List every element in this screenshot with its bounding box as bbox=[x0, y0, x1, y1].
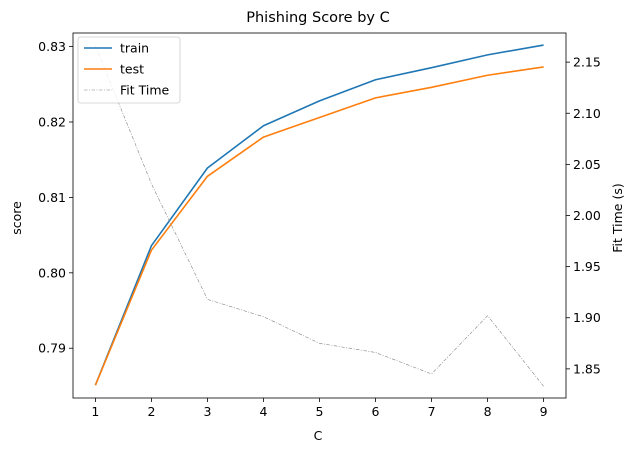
series-line-test bbox=[94, 66, 544, 386]
plot-area: 1 2 3 4 5 6 7 8 9 0.79 0.80 0.81 0.82 0.83 1.85 1.90 1.9… bbox=[38, 32, 601, 419]
x-tick-label: 7 bbox=[428, 404, 436, 419]
x-tick-label: 2 bbox=[147, 404, 155, 419]
y2-tick-label: 2.15 bbox=[573, 55, 601, 70]
y2-tick-label: 1.95 bbox=[573, 259, 601, 274]
x-tick-label: 4 bbox=[260, 404, 268, 419]
legend: train test Fit Time bbox=[77, 36, 181, 104]
x-tick-label: 1 bbox=[91, 404, 99, 419]
x-tick-label: 5 bbox=[316, 404, 324, 419]
y2-tick-label: 2.05 bbox=[573, 157, 601, 172]
chart-title: Phishing Score by C bbox=[246, 10, 389, 26]
series-line-train bbox=[94, 44, 544, 386]
y-tick-label: 0.79 bbox=[38, 341, 66, 356]
x-axis-label: C bbox=[314, 428, 323, 443]
y2-tick-label: 2.10 bbox=[573, 106, 601, 121]
legend-label-fit-time: Fit Time bbox=[120, 83, 170, 98]
y-tick-label: 0.83 bbox=[38, 39, 66, 54]
y2-tick-label: 2.00 bbox=[573, 208, 601, 223]
plot-frame bbox=[72, 32, 567, 399]
y2-axis-label: Fit Time (s) bbox=[610, 183, 625, 252]
y2-tick-label: 1.90 bbox=[573, 310, 601, 325]
x-tick-label: 3 bbox=[203, 404, 211, 419]
x-tick-label: 9 bbox=[540, 404, 548, 419]
y-axis-label: score bbox=[9, 201, 24, 235]
x-tick-label: 8 bbox=[484, 404, 492, 419]
y-tick-label: 0.80 bbox=[38, 265, 66, 280]
legend-label-test: test bbox=[120, 62, 144, 77]
legend-label-train: train bbox=[120, 41, 149, 56]
series-line-fit-time bbox=[95, 45, 544, 387]
y2-tick-label: 1.85 bbox=[573, 361, 601, 376]
y-tick-label: 0.81 bbox=[38, 190, 66, 205]
legend-box bbox=[77, 36, 181, 104]
y-tick-label: 0.82 bbox=[38, 114, 66, 129]
x-tick-label: 6 bbox=[372, 404, 380, 419]
